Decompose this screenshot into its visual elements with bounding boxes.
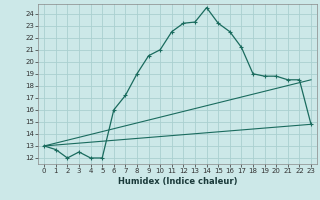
X-axis label: Humidex (Indice chaleur): Humidex (Indice chaleur): [118, 177, 237, 186]
